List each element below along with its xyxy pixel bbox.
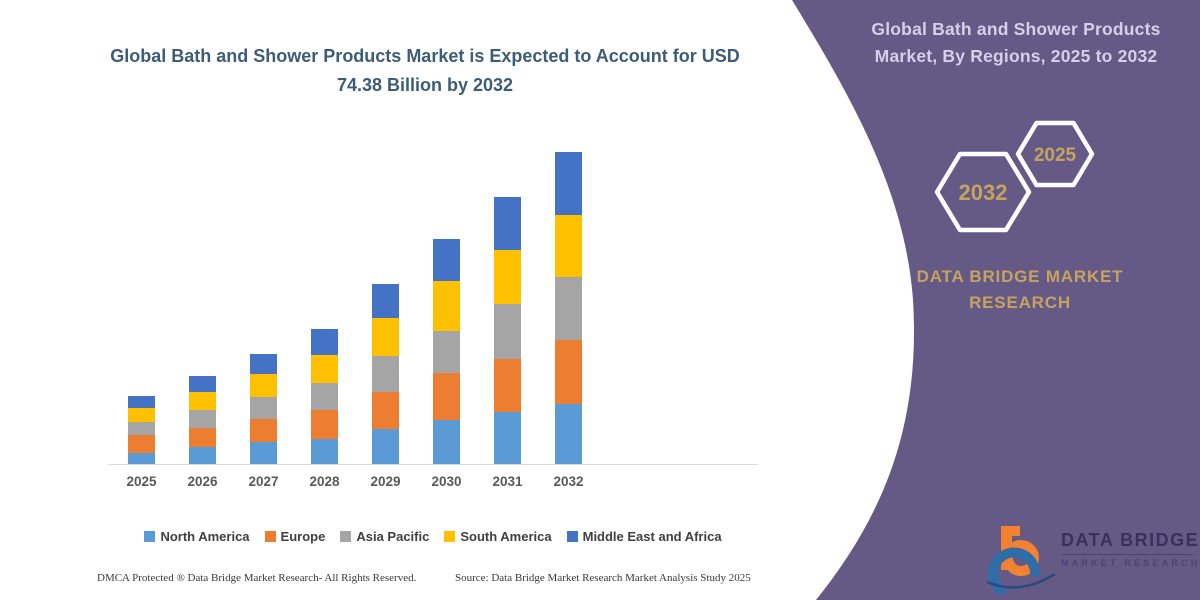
bar-segment-2028-europe: [311, 410, 338, 439]
bar-slot-2025: [111, 140, 172, 464]
year-hexagons: 2032 2025: [934, 120, 1095, 233]
bar-segment-2030-asia-pacific: [433, 331, 460, 374]
bar-segment-2027-middle-east-and-africa: [250, 353, 277, 375]
legend-marker-icon: [340, 531, 352, 542]
legend-item-middle-east-and-africa: Middle East and Africa: [566, 529, 722, 544]
bar-segment-2032-south-america: [555, 214, 582, 278]
x-axis-label-2032: 2032: [553, 474, 584, 489]
dbmr-logo-icon: [986, 526, 1056, 595]
stacked-bar-2028: [311, 328, 338, 464]
stacked-bar-chart: 2025 2026 2027 2028 2029 2030 2031 2032 North A…: [108, 140, 758, 544]
legend-item-south-america: South America: [444, 529, 552, 544]
bar-slot-2026: [172, 140, 233, 464]
hexagon-2032-label: 2032: [959, 180, 1008, 205]
bar-slot-2032: [538, 140, 599, 464]
bar-segment-2029-south-america: [372, 317, 399, 357]
legend-label: Europe: [280, 529, 326, 544]
dbmr-logo: DATA BRIDGE MARKET RESEARCH: [985, 518, 1200, 596]
stacked-bar-2026: [189, 376, 216, 464]
stacked-bar-2027: [250, 353, 277, 464]
x-axis-label-2028: 2028: [309, 474, 340, 489]
bar-segment-2028-north-america: [311, 438, 338, 464]
bar-segment-2031-asia-pacific: [494, 303, 521, 359]
bar-segment-2032-north-america: [555, 403, 582, 464]
stacked-bar-2029: [372, 284, 399, 464]
x-axis-label-2031: 2031: [492, 474, 523, 489]
legend-item-asia-pacific: Asia Pacific: [340, 529, 429, 544]
legend-marker-icon: [444, 531, 456, 542]
bar-slot-2030: [416, 140, 477, 464]
bar-segment-2027-europe: [250, 419, 277, 443]
bar-segment-2030-middle-east-and-africa: [433, 238, 460, 281]
stacked-bar-2032: [555, 151, 582, 464]
bar-slot-2029: [355, 140, 416, 464]
logo-subtext: MARKET RESEARCH: [1061, 558, 1200, 568]
bar-segment-2030-south-america: [433, 280, 460, 332]
hexagon-2025-label: 2025: [1034, 145, 1077, 166]
bar-segment-2025-south-america: [128, 408, 155, 423]
x-axis-label-2029: 2029: [370, 474, 401, 489]
stacked-bar-2030: [433, 238, 460, 464]
legend-marker-icon: [566, 531, 578, 542]
dmca-footer-text: DMCA Protected ® Data Bridge Market Rese…: [97, 572, 417, 584]
x-axis-label-2025: 2025: [126, 474, 157, 489]
logo-wordmark: DATA BRIDGE: [1061, 530, 1198, 555]
bar-segment-2027-south-america: [250, 374, 277, 397]
chart-legend: North America Europe Asia Pacific South Ame…: [108, 529, 758, 544]
bar-segment-2032-middle-east-and-africa: [555, 151, 582, 215]
bar-segment-2029-europe: [372, 391, 399, 429]
bar-segment-2025-europe: [128, 435, 155, 454]
bar-segment-2025-asia-pacific: [128, 422, 155, 436]
x-axis-label-2026: 2026: [187, 474, 218, 489]
bar-segment-2030-europe: [433, 373, 460, 421]
bar-segment-2025-middle-east-and-africa: [128, 396, 155, 409]
bar-segment-2031-south-america: [494, 250, 521, 304]
bar-segment-2026-north-america: [189, 446, 216, 464]
source-footer-text: Source: Data Bridge Market Research Mark…: [455, 572, 751, 584]
bar-segment-2026-south-america: [189, 392, 216, 411]
bar-slot-2028: [294, 140, 355, 464]
bar-segment-2031-europe: [494, 358, 521, 413]
bar-segment-2026-europe: [189, 427, 216, 447]
bar-segment-2031-north-america: [494, 412, 521, 464]
bar-segment-2028-asia-pacific: [311, 383, 338, 411]
x-axis-labels: 2025 2026 2027 2028 2029 2030 2031 2032: [108, 474, 758, 489]
bar-segment-2025-north-america: [128, 453, 155, 464]
legend-label: North America: [160, 529, 250, 544]
hexagon-2032-shape: [934, 151, 1032, 233]
x-axis-label-2027: 2027: [248, 474, 279, 489]
chart-title: Global Bath and Shower Products Market i…: [110, 46, 740, 95]
bar-segment-2030-north-america: [433, 420, 460, 464]
brand-text: DATA BRIDGE MARKET RESEARCH: [916, 267, 1124, 313]
bar-segment-2031-middle-east-and-africa: [494, 197, 521, 251]
stacked-bar-2031: [494, 197, 521, 464]
legend-marker-icon: [264, 531, 276, 542]
bar-slot-2027: [233, 140, 294, 464]
bar-segment-2028-middle-east-and-africa: [311, 328, 338, 355]
bar-segment-2029-asia-pacific: [372, 356, 399, 392]
plot-area: [108, 140, 758, 465]
legend-item-europe: Europe: [264, 529, 326, 544]
bar-segment-2026-middle-east-and-africa: [189, 376, 216, 393]
bar-segment-2029-middle-east-and-africa: [372, 284, 399, 318]
stacked-bar-2025: [128, 396, 155, 464]
legend-marker-icon: [144, 531, 156, 542]
bar-segment-2027-asia-pacific: [250, 396, 277, 420]
legend-label: South America: [460, 529, 552, 544]
bar-segment-2032-asia-pacific: [555, 277, 582, 341]
legend-label: Asia Pacific: [356, 529, 430, 544]
legend-item-north-america: North America: [144, 529, 250, 544]
bar-segment-2027-north-america: [250, 442, 277, 464]
bar-segment-2028-south-america: [311, 354, 338, 384]
bar-segment-2026-asia-pacific: [189, 410, 216, 428]
bar-slot-2031: [477, 140, 538, 464]
bar-segment-2029-north-america: [372, 428, 399, 464]
x-axis-label-2030: 2030: [431, 474, 462, 489]
panel-title: Global Bath and Shower Products Market, …: [871, 19, 1161, 67]
bar-segment-2032-europe: [555, 340, 582, 404]
legend-label: Middle East and Africa: [582, 529, 722, 544]
hexagon-2025-shape: [1015, 120, 1095, 188]
